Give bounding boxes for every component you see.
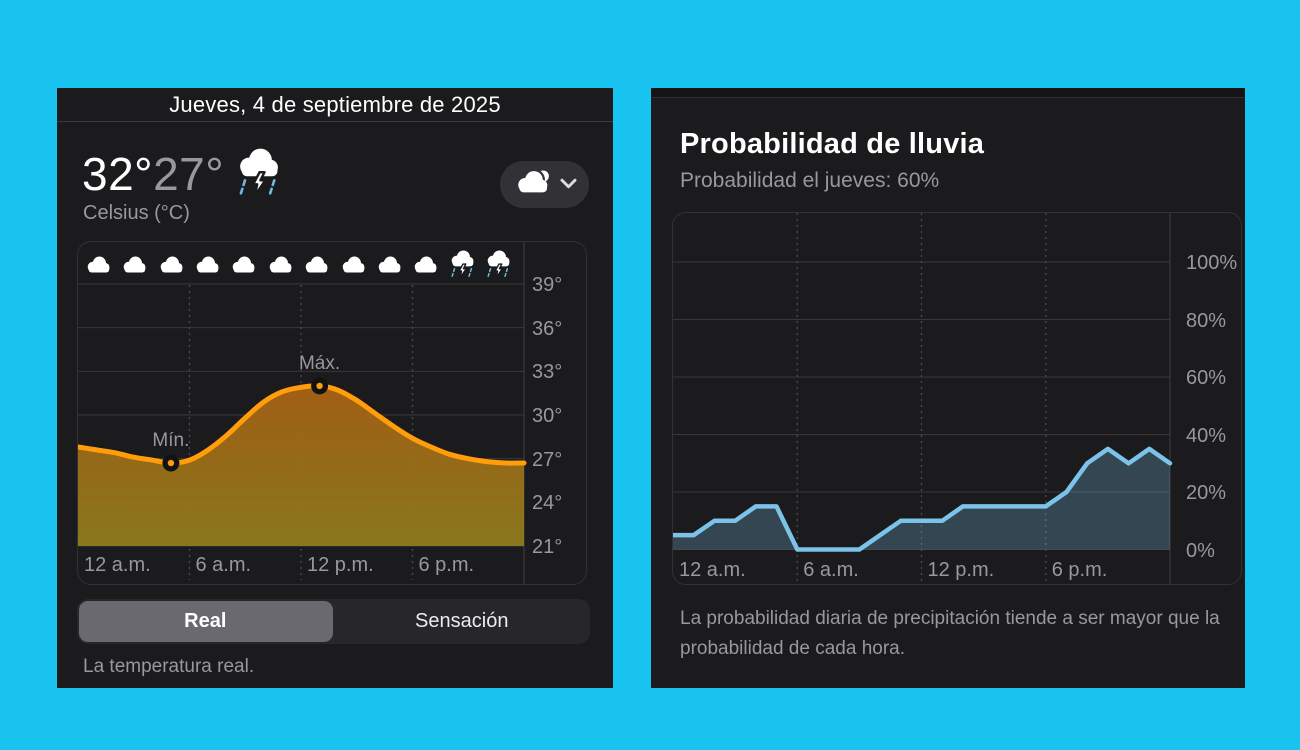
- chevron-down-icon: [559, 177, 578, 193]
- date-header: Jueves, 4 de septiembre de 2025: [57, 88, 613, 122]
- temperature-chart[interactable]: 39° 36° 33° 30° 27° 24° 21° 12 a.m. 6 a.m. 12 p.…: [77, 241, 587, 585]
- selected-tab-highlight: [79, 601, 333, 642]
- y-tick-label: 100%: [1186, 252, 1238, 274]
- cloud-icon: [374, 255, 404, 279]
- x-tick-label: 12 p.m.: [927, 559, 995, 581]
- y-tick-label: 40%: [1186, 424, 1227, 447]
- cloud-icon: [301, 255, 331, 279]
- cloud-icon: [156, 255, 186, 279]
- y-tick-label: 24°: [532, 492, 563, 515]
- current-conditions: 32° 27°: [82, 144, 284, 204]
- tab-sensacion[interactable]: Sensación: [415, 610, 509, 632]
- extreme-marker-dot: [167, 459, 175, 467]
- unit-label: Celsius (°C): [83, 202, 190, 224]
- x-tick-label: 12 p.m.: [307, 554, 374, 576]
- cloud-icon: [265, 255, 295, 279]
- temperature-mode-tabs: Real Sensación: [77, 599, 590, 644]
- cloud-icon: [338, 255, 368, 279]
- extreme-marker-dot: [316, 382, 323, 390]
- cloudy-icon: [512, 168, 552, 200]
- panel-top-strip: [651, 88, 1245, 98]
- x-tick-label: 6 a.m.: [195, 554, 252, 576]
- x-tick-label: 12 a.m.: [84, 554, 151, 576]
- y-tick-label: 30°: [532, 405, 563, 427]
- y-tick-label: 33°: [532, 361, 563, 384]
- rain-subtitle: Probabilidad el jueves: 60%: [680, 169, 940, 192]
- y-tick-label: 20%: [1186, 482, 1227, 504]
- x-tick-label: 6 a.m.: [803, 559, 859, 581]
- rain-chart-svg: [673, 213, 1173, 584]
- cloud-icon: [83, 255, 113, 279]
- date-title: Jueves, 4 de septiembre de 2025: [169, 91, 501, 117]
- cloud-icon: [192, 255, 222, 279]
- cloud-icon: [410, 255, 440, 279]
- y-tick-label: 39°: [532, 274, 563, 296]
- rain-footnote: La probabilidad diaria de precipitación …: [680, 608, 1220, 659]
- condition-dropdown-button[interactable]: [500, 161, 589, 208]
- x-tick-label: 12 a.m.: [679, 559, 746, 581]
- cloud-icon: [119, 255, 149, 279]
- storm-cloud-icon: [483, 249, 513, 285]
- rain-probability-chart[interactable]: 100% 80% 60% 40% 20% 0% 12 a.m. 6 a.m. 12 p.m. 6…: [672, 212, 1242, 585]
- storm-cloud-icon: [447, 249, 477, 285]
- extreme-label: Mín.: [152, 430, 190, 452]
- y-tick-label: 60%: [1186, 367, 1227, 389]
- temperature-panel: Jueves, 4 de septiembre de 2025 32° 27°: [57, 88, 613, 688]
- temperature-area: [78, 385, 524, 546]
- current-temp-high: 32°: [82, 148, 154, 200]
- rain-title: Probabilidad de lluvia: [680, 128, 985, 160]
- x-tick-label: 6 p.m.: [1051, 559, 1108, 581]
- temperature-line: [78, 383, 527, 466]
- y-tick-label: 0%: [1186, 539, 1215, 562]
- current-temp-low: 27°: [153, 148, 225, 200]
- temperature-chart-svg: [78, 242, 527, 584]
- temperature-footnote: La temperatura real.: [83, 656, 255, 677]
- precipitation-panel: Probabilidad de lluvia Probabilidad el j…: [651, 88, 1245, 688]
- y-tick-label: 80%: [1186, 309, 1227, 332]
- extreme-label: Máx.: [298, 352, 341, 374]
- storm-cloud-icon: [232, 146, 284, 205]
- rain-line: [673, 446, 1173, 552]
- tab-real[interactable]: Real: [184, 610, 227, 632]
- y-tick-label: 21°: [532, 536, 563, 558]
- y-tick-label: 36°: [532, 317, 563, 340]
- y-tick-label: 27°: [532, 448, 563, 471]
- rain-area: [673, 448, 1170, 550]
- cloud-icon: [228, 255, 258, 279]
- x-tick-label: 6 p.m.: [418, 554, 475, 576]
